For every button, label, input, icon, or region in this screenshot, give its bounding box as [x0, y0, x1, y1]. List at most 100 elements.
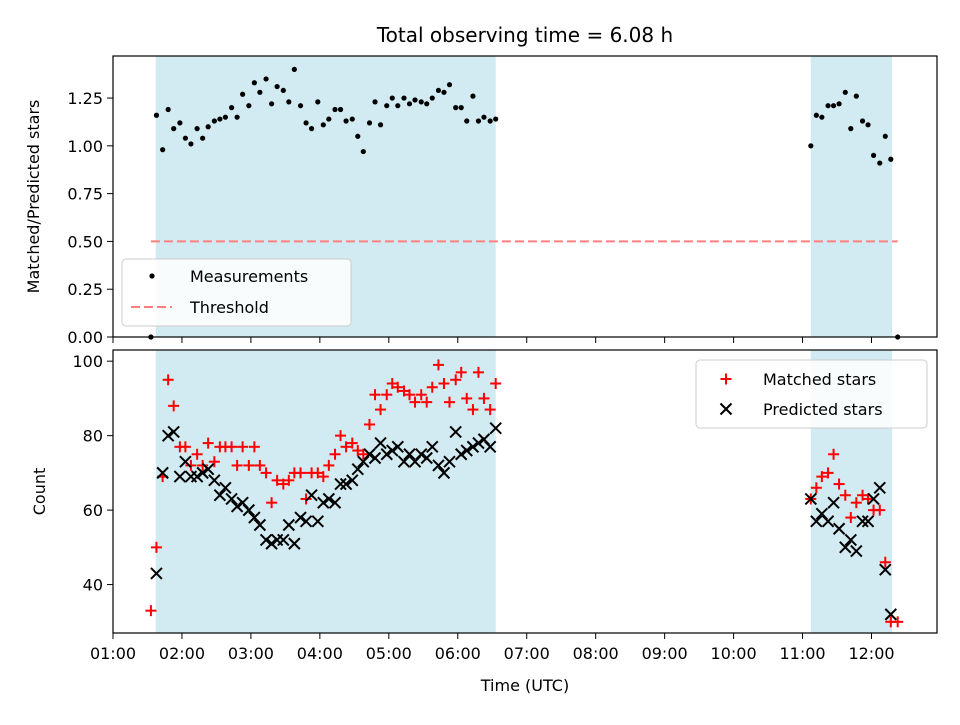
matched-point	[248, 441, 260, 453]
matched-point	[874, 504, 886, 516]
x-tick-label: 12:00	[848, 644, 894, 663]
x-axis-label: Time (UTC)	[480, 676, 569, 695]
matched-point	[892, 616, 904, 628]
predicted-point	[208, 474, 221, 487]
predicted-point-b	[415, 448, 428, 461]
predicted-point	[173, 470, 187, 483]
predicted-point	[242, 503, 256, 517]
matched-point	[197, 459, 209, 471]
measurement-point	[308, 126, 315, 132]
measurement-point	[234, 114, 240, 120]
predicted-point-b	[288, 537, 301, 550]
top-band-1	[810, 56, 893, 337]
predicted-point	[873, 481, 886, 494]
predicted-point-b	[861, 515, 875, 528]
measurement-point	[848, 126, 854, 132]
predicted-point-b	[380, 448, 393, 461]
bottom-ticks: 01:00 02:00 03:00 04:00 05:00 06:00 07:00 08:00…	[72, 352, 894, 663]
predicted-point-b	[208, 474, 221, 487]
predicted-point	[219, 481, 232, 494]
matched-point	[455, 366, 467, 378]
x-tick-label: 04:00	[297, 644, 343, 663]
predicted-point-b	[317, 496, 330, 509]
matched-point	[202, 437, 214, 449]
predicted-point	[334, 477, 347, 491]
measurement-point	[211, 118, 217, 124]
measurement-point	[205, 124, 211, 130]
predicted-point-b	[804, 492, 818, 506]
predicted-point	[305, 489, 318, 502]
measurement-point	[877, 160, 883, 166]
matched-point	[879, 556, 891, 568]
measurement-point	[182, 135, 189, 141]
matched-point	[839, 489, 851, 501]
predicted-point	[415, 448, 428, 461]
x-tick-label: 01:00	[90, 644, 136, 663]
predicted-point-b	[282, 518, 296, 532]
predicted-point	[856, 515, 869, 528]
predicted-point	[483, 440, 497, 454]
predicted-point	[466, 440, 480, 454]
measurement-point	[487, 118, 493, 124]
predicted-point-b	[339, 477, 353, 491]
matched-point	[312, 467, 324, 479]
predicted-point	[861, 515, 875, 528]
predicted-point-b	[156, 466, 169, 480]
predicted-point-b	[856, 515, 869, 528]
x-tick-label: 05:00	[366, 644, 412, 663]
measurement-point	[389, 95, 395, 101]
measurement-point	[355, 133, 361, 139]
matched-point	[857, 489, 869, 501]
matched-point	[243, 459, 255, 471]
predicted-point	[810, 515, 823, 528]
predicted-point-b	[334, 477, 347, 491]
measurement-point	[165, 106, 171, 113]
predicted-point-b	[397, 455, 411, 468]
matched-point	[432, 359, 444, 371]
predicted-point	[225, 492, 238, 506]
predicted-point-b	[368, 451, 382, 465]
predicted-point	[839, 541, 852, 554]
predicted-point-b	[363, 448, 376, 461]
matched-point	[822, 467, 834, 479]
measurement-point	[297, 103, 304, 109]
x-tick-label: 11:00	[779, 644, 825, 663]
matched-point	[404, 389, 416, 401]
predicted-point	[879, 563, 892, 576]
bot-y-tick-label: 100	[72, 352, 103, 371]
measurement-point	[836, 101, 842, 107]
matched-point	[472, 366, 484, 378]
bot-band-0	[155, 350, 496, 633]
measurement-point	[458, 105, 464, 111]
matched-point	[208, 456, 220, 468]
predicted-point-b	[225, 492, 238, 506]
predicted-point	[230, 500, 244, 513]
measurement-point	[337, 106, 344, 113]
predicted-point-b	[844, 533, 858, 547]
bot-y-tick-label: 60	[83, 501, 103, 520]
measurement-point	[429, 95, 435, 101]
legend-marker-measurements	[149, 273, 155, 279]
top-ticks: 0.00 0.25 0.50 0.75 1.00 1.25	[67, 89, 872, 347]
matched-point	[845, 512, 857, 524]
measurement-point	[853, 93, 859, 99]
measurement-point	[418, 99, 424, 105]
matched-point	[226, 441, 238, 453]
predicted-point	[156, 466, 169, 480]
predicted-point-b	[437, 466, 451, 480]
predicted-point-b	[259, 533, 273, 547]
chart-title: Total observing time = 6.08 h	[376, 23, 673, 47]
matched-point	[426, 381, 438, 393]
predicted-point-b	[839, 541, 852, 554]
measurement-point	[464, 118, 470, 124]
predicted-point-b	[815, 507, 829, 521]
measurement-point	[825, 103, 831, 109]
matched-point	[392, 381, 404, 393]
predicted-point-b	[873, 481, 886, 494]
legend-marker-predicted-b	[719, 402, 733, 416]
bottom-legend: Matched stars Predicted stars	[695, 359, 928, 429]
measurement-point	[453, 105, 459, 111]
predicted-point-b	[219, 481, 232, 494]
predicted-point-b	[472, 436, 485, 450]
predicted-point	[397, 455, 411, 468]
